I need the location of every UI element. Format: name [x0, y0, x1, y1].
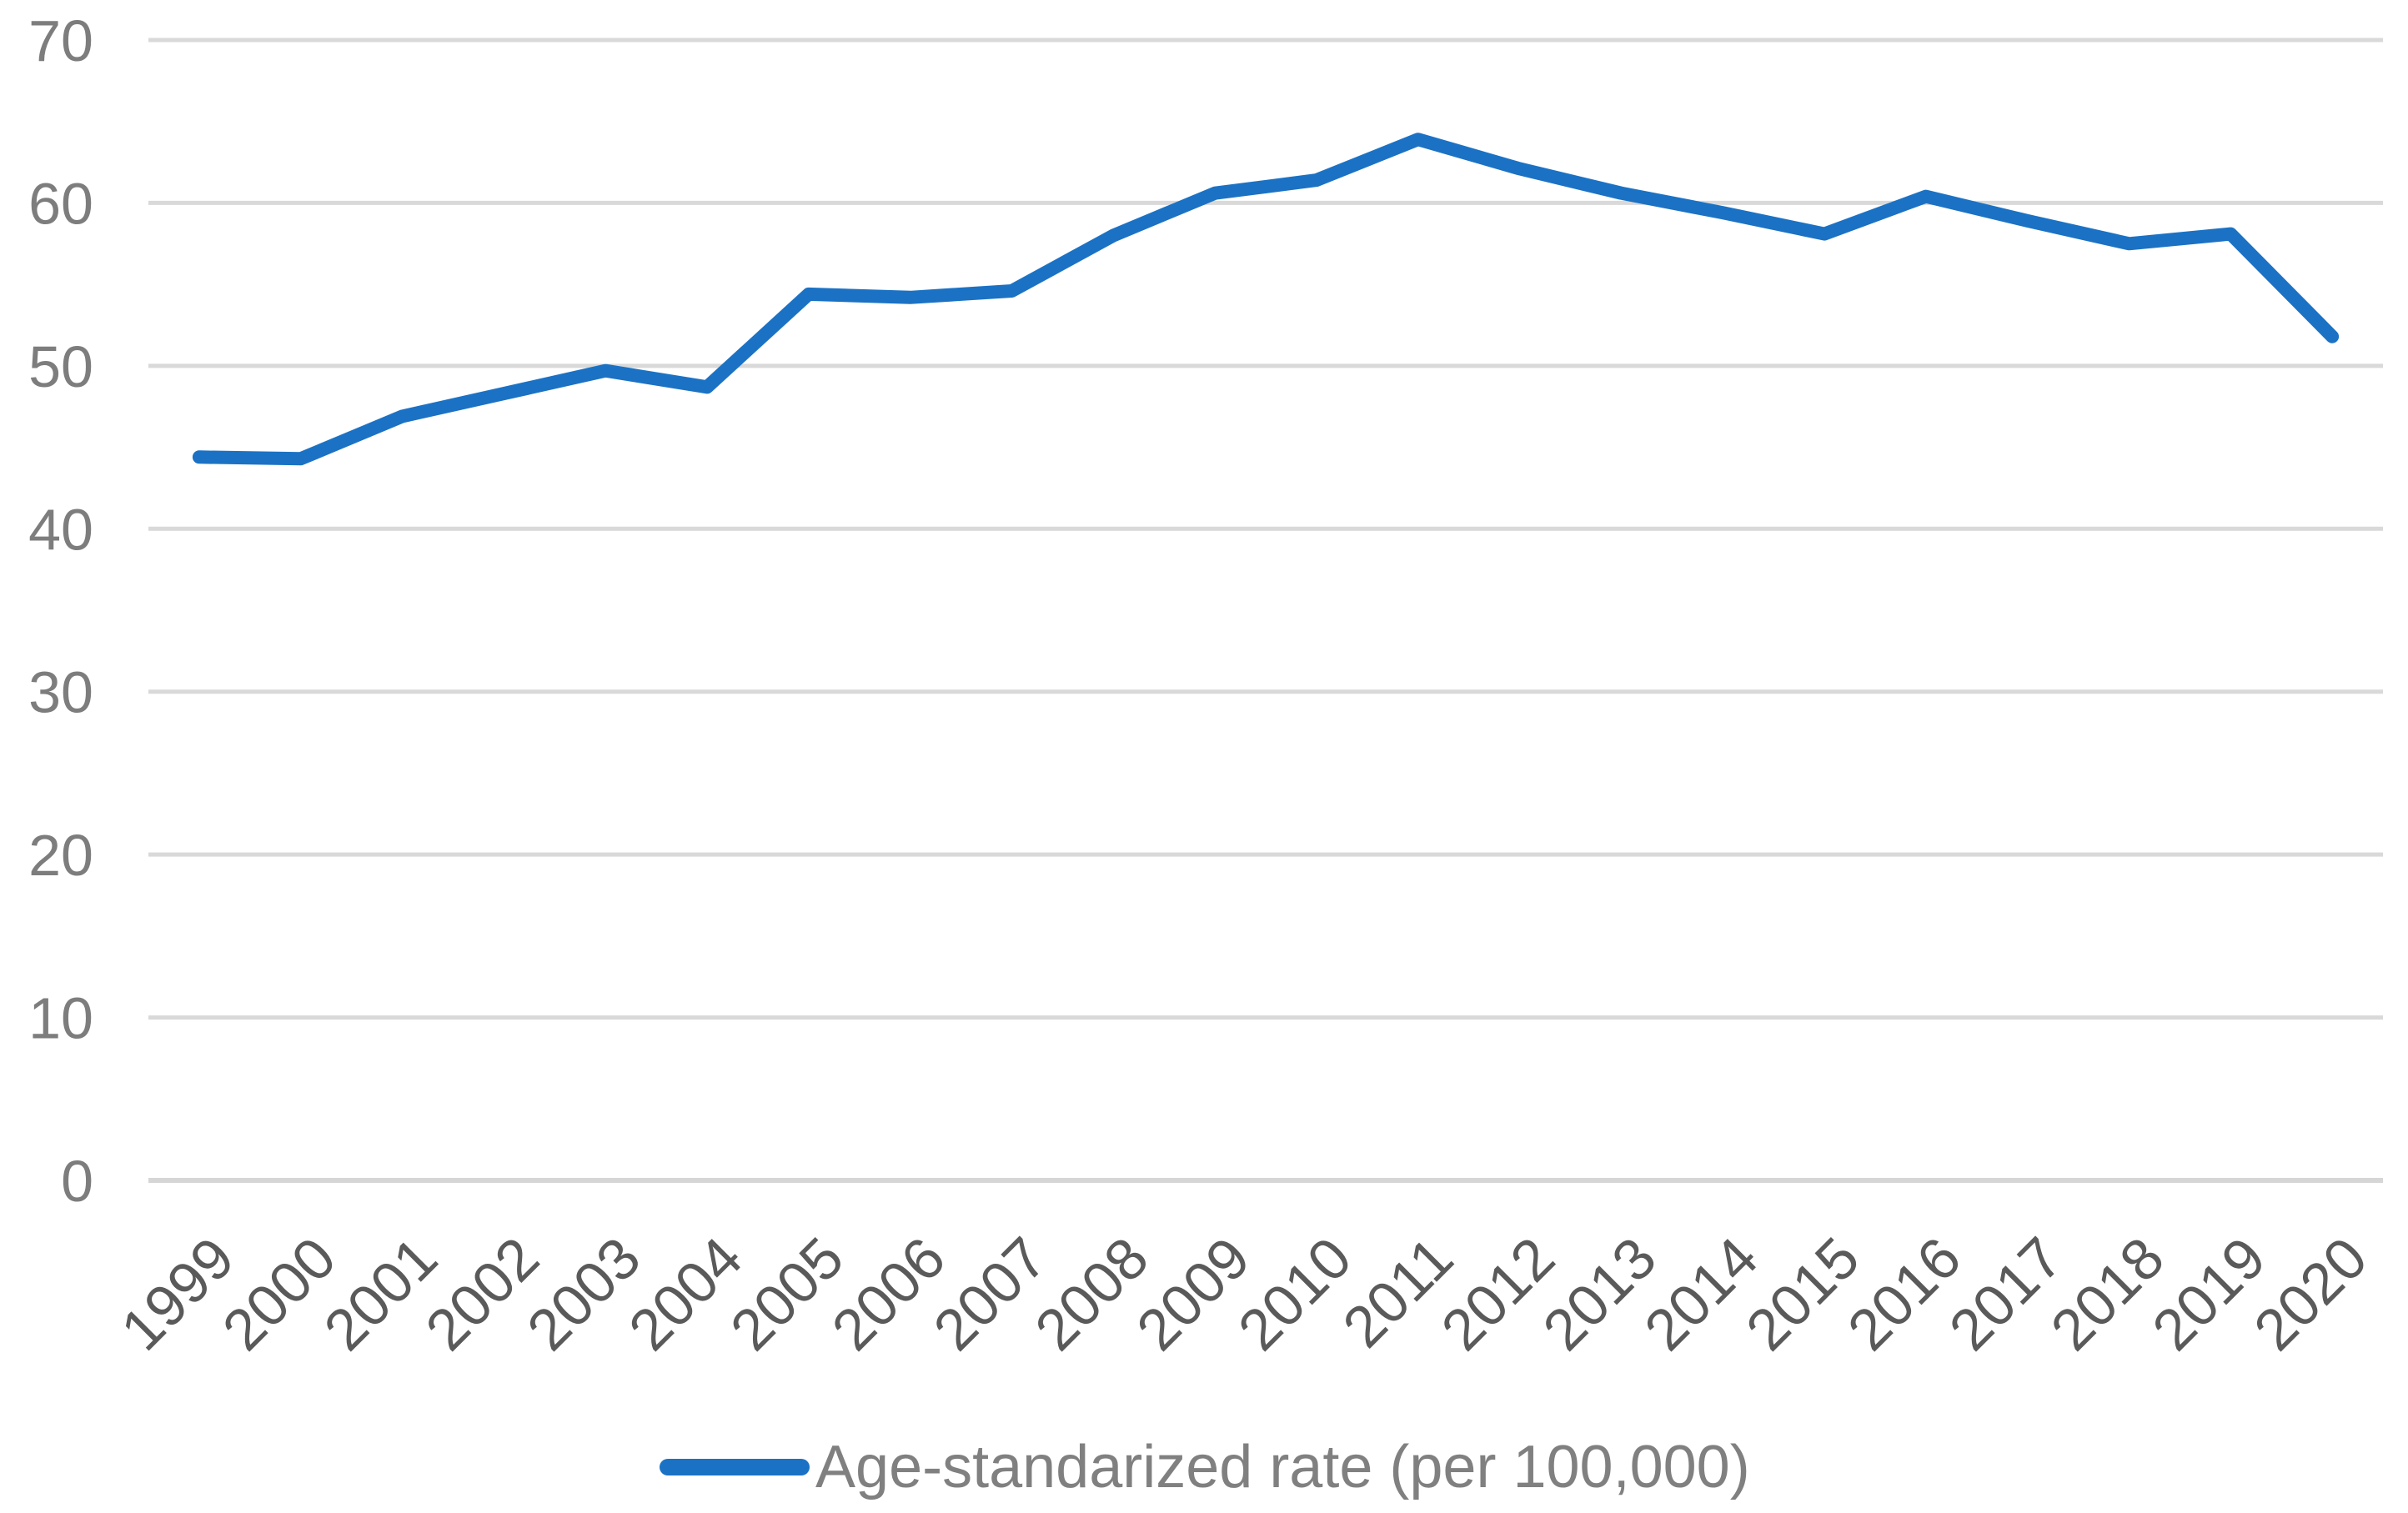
y-tick-label-10: 10: [28, 986, 93, 1051]
x-tick-label-2016: 2016: [1835, 1225, 1973, 1362]
y-tick-label-30: 30: [28, 660, 93, 725]
x-tick-label-2014: 2014: [1633, 1225, 1770, 1362]
x-tick-label-2015: 2015: [1733, 1225, 1871, 1362]
x-tick-label-2001: 2001: [312, 1225, 449, 1362]
data-series: [192, 133, 2340, 466]
y-axis-tick-labels: 0 10 20 30 40 50 60 70: [28, 8, 93, 1214]
legend-line-swatch: [660, 1459, 810, 1475]
x-tick-label-2002: 2002: [414, 1225, 551, 1362]
y-tick-label-20: 20: [28, 823, 93, 888]
x-tick-label-2013: 2013: [1531, 1225, 1668, 1362]
y-tick-label-40: 40: [28, 497, 93, 562]
x-tick-label-2019: 2019: [2140, 1225, 2278, 1362]
x-tick-label-2020: 2020: [2241, 1225, 2379, 1362]
x-tick-label-2018: 2018: [2039, 1225, 2176, 1362]
y-tick-label-60: 60: [28, 171, 93, 236]
x-tick-label-2000: 2000: [210, 1225, 348, 1362]
x-tick-label-2011: 2011: [1331, 1225, 1466, 1360]
x-tick-label-2017: 2017: [1937, 1225, 2074, 1362]
x-tick-label-2007: 2007: [921, 1225, 1059, 1362]
series-line-0: [192, 133, 2340, 466]
x-tick-label-2012: 2012: [1429, 1225, 1567, 1362]
y-tick-label-0: 0: [61, 1149, 93, 1214]
gridlines: [148, 38, 2383, 1183]
x-tick-label-2004: 2004: [616, 1225, 754, 1362]
x-tick-label-2010: 2010: [1226, 1225, 1363, 1362]
chart-legend: Age-standarized rate (per 100,000): [660, 1432, 1750, 1502]
x-tick-label-2003: 2003: [515, 1225, 653, 1362]
legend-series-label: Age-standarized rate (per 100,000): [815, 1434, 1750, 1500]
x-tick-label-1999: 1999: [108, 1225, 246, 1362]
y-tick-label-50: 50: [28, 334, 93, 399]
x-tick-label-2008: 2008: [1023, 1225, 1161, 1362]
x-tick-label-2006: 2006: [820, 1225, 957, 1362]
x-tick-label-2005: 2005: [718, 1225, 855, 1362]
x-axis-tick-labels: 1999200020012002200320042005200620072008…: [108, 1225, 2379, 1362]
y-tick-label-70: 70: [28, 8, 93, 73]
x-tick-label-2009: 2009: [1124, 1225, 1262, 1362]
